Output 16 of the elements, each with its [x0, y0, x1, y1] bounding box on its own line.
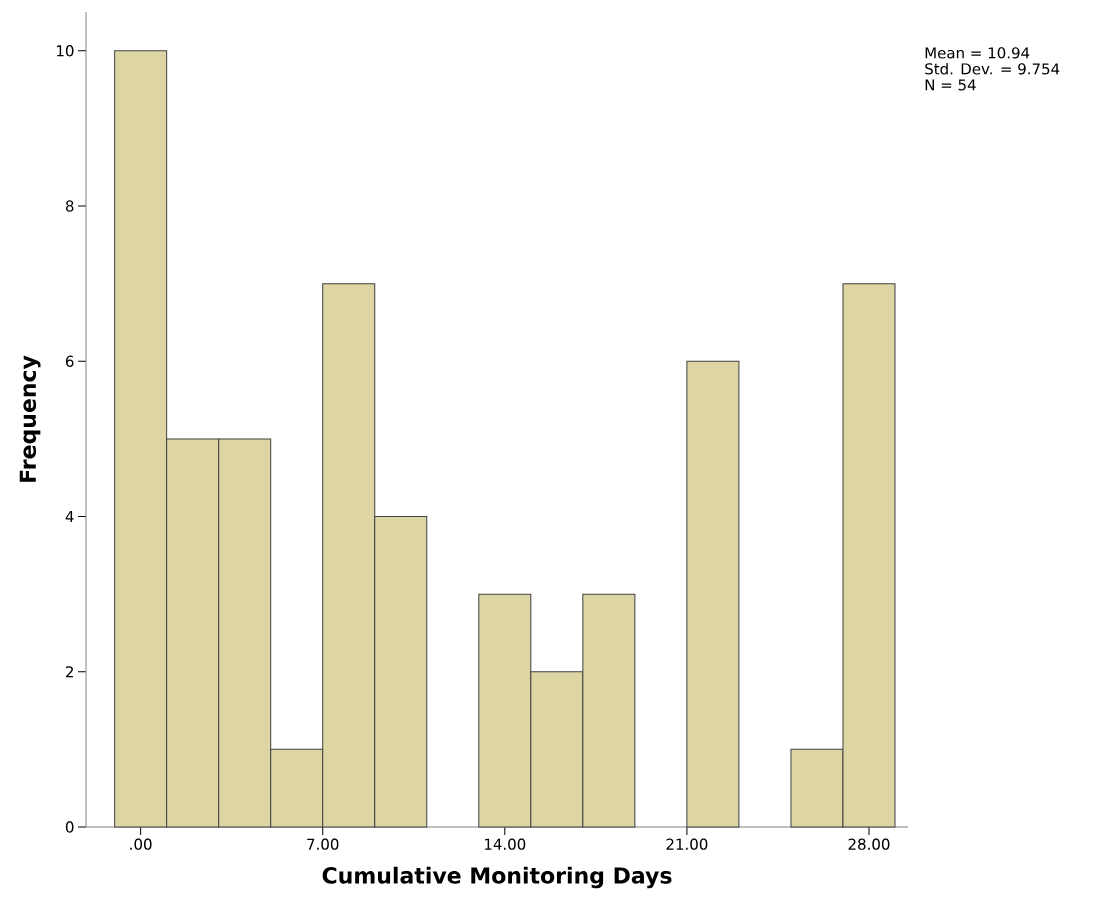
x-tick-label: .00 [130, 838, 152, 850]
y-tick-label: 8 [65, 200, 74, 212]
y-tick-label: 2 [66, 666, 73, 678]
x-tick-label: 7.00 [307, 838, 339, 850]
x-tick-label: 28.00 [848, 838, 890, 850]
x-tick-label: 14.00 [484, 838, 526, 850]
y-tick-label: 10 [57, 45, 74, 57]
y-axis-title: Frequency [19, 355, 41, 482]
text: N = 54 [925, 79, 976, 91]
y-tick-label: 6 [65, 355, 74, 367]
y-tick-label: 0 [65, 821, 74, 833]
x-axis-title: Cumulative Monitoring Days [322, 866, 672, 889]
text: Std. Dev. = 9.754 [925, 62, 1060, 75]
x-tick-label: 21.00 [666, 838, 708, 850]
y-tick-label: 4 [65, 511, 74, 522]
text: Mean = 10.94 [925, 47, 1030, 59]
